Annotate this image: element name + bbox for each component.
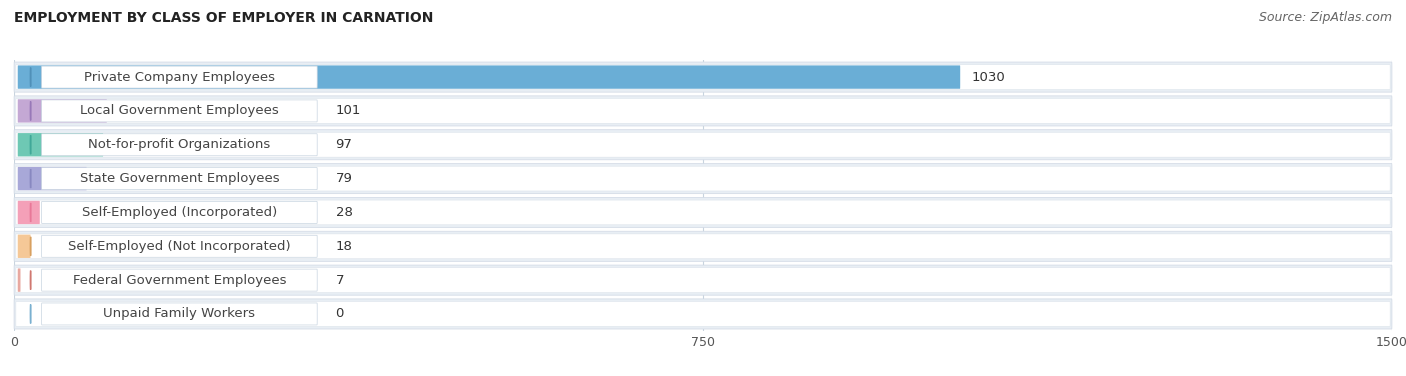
Text: Private Company Employees: Private Company Employees bbox=[84, 71, 276, 83]
Text: 1030: 1030 bbox=[972, 71, 1005, 83]
FancyBboxPatch shape bbox=[15, 268, 1391, 293]
Text: Federal Government Employees: Federal Government Employees bbox=[73, 274, 287, 287]
FancyBboxPatch shape bbox=[15, 302, 1391, 326]
FancyBboxPatch shape bbox=[42, 269, 318, 291]
FancyBboxPatch shape bbox=[15, 234, 1391, 259]
FancyBboxPatch shape bbox=[42, 66, 318, 88]
FancyBboxPatch shape bbox=[42, 303, 318, 325]
Text: EMPLOYMENT BY CLASS OF EMPLOYER IN CARNATION: EMPLOYMENT BY CLASS OF EMPLOYER IN CARNA… bbox=[14, 11, 433, 25]
FancyBboxPatch shape bbox=[15, 200, 1391, 225]
Text: 7: 7 bbox=[336, 274, 344, 287]
FancyBboxPatch shape bbox=[15, 65, 1391, 89]
FancyBboxPatch shape bbox=[42, 235, 318, 257]
FancyBboxPatch shape bbox=[42, 100, 318, 122]
FancyBboxPatch shape bbox=[15, 166, 1391, 191]
FancyBboxPatch shape bbox=[15, 132, 1391, 157]
Text: 97: 97 bbox=[336, 138, 353, 151]
FancyBboxPatch shape bbox=[14, 96, 1392, 126]
Text: Unpaid Family Workers: Unpaid Family Workers bbox=[104, 308, 256, 320]
FancyBboxPatch shape bbox=[14, 231, 1392, 261]
Text: State Government Employees: State Government Employees bbox=[80, 172, 280, 185]
FancyBboxPatch shape bbox=[14, 299, 1392, 329]
FancyBboxPatch shape bbox=[42, 202, 318, 223]
Text: Self-Employed (Incorporated): Self-Employed (Incorporated) bbox=[82, 206, 277, 219]
Text: 18: 18 bbox=[336, 240, 353, 253]
FancyBboxPatch shape bbox=[18, 201, 39, 224]
FancyBboxPatch shape bbox=[18, 65, 960, 89]
FancyBboxPatch shape bbox=[14, 62, 1392, 92]
Text: 79: 79 bbox=[336, 172, 353, 185]
Text: Source: ZipAtlas.com: Source: ZipAtlas.com bbox=[1258, 11, 1392, 24]
FancyBboxPatch shape bbox=[18, 99, 107, 123]
FancyBboxPatch shape bbox=[14, 164, 1392, 194]
FancyBboxPatch shape bbox=[42, 168, 318, 190]
Text: Not-for-profit Organizations: Not-for-profit Organizations bbox=[89, 138, 270, 151]
FancyBboxPatch shape bbox=[18, 167, 87, 190]
FancyBboxPatch shape bbox=[14, 130, 1392, 160]
Text: 28: 28 bbox=[336, 206, 353, 219]
FancyBboxPatch shape bbox=[14, 197, 1392, 227]
Text: Local Government Employees: Local Government Employees bbox=[80, 105, 278, 117]
Text: 101: 101 bbox=[336, 105, 361, 117]
FancyBboxPatch shape bbox=[15, 99, 1391, 123]
FancyBboxPatch shape bbox=[18, 133, 103, 156]
Text: Self-Employed (Not Incorporated): Self-Employed (Not Incorporated) bbox=[67, 240, 291, 253]
Text: 0: 0 bbox=[336, 308, 344, 320]
FancyBboxPatch shape bbox=[14, 265, 1392, 295]
FancyBboxPatch shape bbox=[18, 235, 31, 258]
FancyBboxPatch shape bbox=[42, 134, 318, 156]
FancyBboxPatch shape bbox=[18, 268, 21, 292]
